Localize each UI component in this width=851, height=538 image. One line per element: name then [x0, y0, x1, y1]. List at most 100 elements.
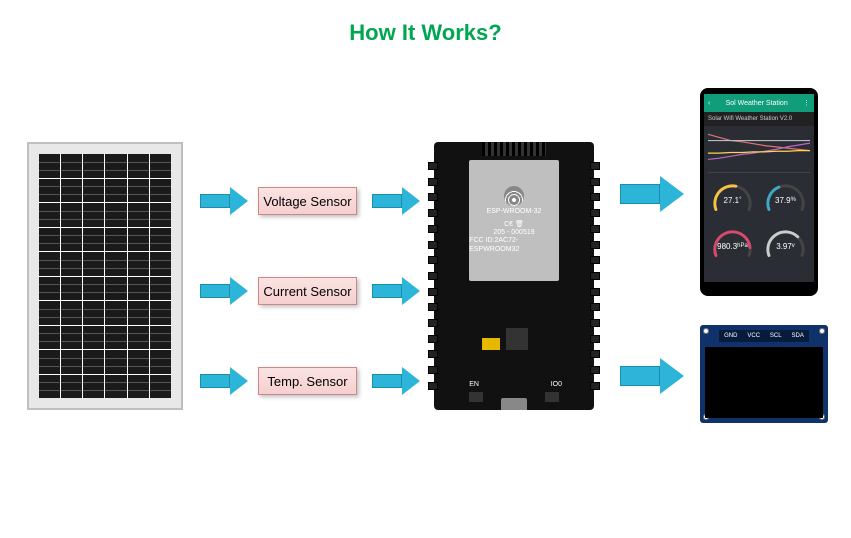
solar-cell — [83, 252, 104, 276]
solar-cell — [61, 154, 82, 178]
solar-cell — [83, 179, 104, 203]
gpio-pin — [590, 288, 600, 296]
solar-cell — [105, 375, 126, 399]
solar-cell — [150, 203, 171, 227]
esp32-shield: ESP-WROOM-32 C€ 🗑 205 - 000519 FCC ID:2A… — [469, 160, 559, 281]
solar-cell — [128, 154, 149, 178]
oled-pin-label: VCC — [747, 333, 760, 339]
solar-cell — [39, 326, 60, 350]
solar-cell — [150, 326, 171, 350]
gpio-pin — [428, 366, 438, 374]
gpio-pin — [428, 303, 438, 311]
arrow-icon — [200, 277, 248, 305]
solar-cell — [39, 179, 60, 203]
solar-cell-grid — [39, 154, 171, 398]
solar-cell — [128, 350, 149, 374]
arrow-icon — [620, 358, 684, 394]
solar-cell — [61, 301, 82, 325]
mount-hole — [819, 328, 825, 334]
solar-cell — [150, 154, 171, 178]
oled-module: GND VCC SCL SDA — [700, 325, 828, 423]
gpio-pin — [428, 382, 438, 390]
gpio-pin — [428, 288, 438, 296]
arrow-icon — [200, 367, 248, 395]
solar-cell — [128, 228, 149, 252]
solar-cell — [105, 350, 126, 374]
page-title: How It Works? — [0, 20, 851, 46]
oled-pin-label: GND — [724, 333, 737, 339]
solar-cell — [150, 179, 171, 203]
arrow-icon — [372, 187, 420, 215]
solar-cell — [39, 252, 60, 276]
esp32-cap — [482, 338, 500, 350]
arrow-icon — [372, 367, 420, 395]
gpio-pin — [590, 350, 600, 358]
solar-cell — [39, 228, 60, 252]
sensor-box: Temp. Sensor — [258, 367, 357, 395]
esp32-pins-right — [590, 162, 600, 390]
solar-cell — [61, 326, 82, 350]
solar-cell — [61, 277, 82, 301]
gpio-pin — [590, 209, 600, 217]
sensor-box: Current Sensor — [258, 277, 357, 305]
gpio-pin — [428, 350, 438, 358]
gpio-pin — [590, 366, 600, 374]
gpio-pin — [590, 193, 600, 201]
esp32-btn-io0-label: IO0 — [551, 381, 562, 388]
gpio-pin — [590, 256, 600, 264]
oled-pin-labels: GND VCC SCL SDA — [719, 330, 809, 342]
esp32-ic — [506, 328, 528, 350]
phone: ‹ Sol Weather Station ⋮ Solar Wifi Weath… — [700, 88, 818, 296]
solar-cell — [61, 350, 82, 374]
solar-cell — [83, 203, 104, 227]
solar-cell — [39, 154, 60, 178]
oled-pin-label: SCL — [770, 333, 782, 339]
gpio-pin — [590, 382, 600, 390]
esp32-btn-en-label: EN — [469, 381, 479, 388]
esp32-board: ESP-WROOM-32 C€ 🗑 205 - 000519 FCC ID:2A… — [434, 142, 594, 410]
solar-cell — [61, 228, 82, 252]
solar-cell — [83, 301, 104, 325]
gpio-pin — [428, 241, 438, 249]
arrow-icon — [620, 176, 684, 212]
phone-screen: ‹ Sol Weather Station ⋮ Solar Wifi Weath… — [704, 94, 814, 282]
gpio-pin — [590, 319, 600, 327]
solar-cell — [83, 350, 104, 374]
gpio-pin — [590, 303, 600, 311]
esp32-btn-en — [469, 392, 483, 402]
sensor-box: Voltage Sensor — [258, 187, 357, 215]
back-icon: ‹ — [708, 100, 710, 107]
phone-gauges: 27.1°37.9%980.3hPa3.97v — [704, 175, 814, 271]
phone-topbar-title: Sol Weather Station — [726, 100, 788, 107]
arrow-icon — [200, 187, 248, 215]
oled-pin-label: SDA — [791, 333, 803, 339]
solar-cell — [83, 277, 104, 301]
gpio-pin — [428, 209, 438, 217]
esp32-shield-label: ESP-WROOM-32 — [487, 208, 542, 216]
solar-cell — [105, 326, 126, 350]
solar-cell — [83, 154, 104, 178]
gpio-pin — [428, 193, 438, 201]
phone-topbar: ‹ Sol Weather Station ⋮ — [704, 94, 814, 112]
solar-cell — [39, 301, 60, 325]
gpio-pin — [590, 335, 600, 343]
solar-cell — [150, 375, 171, 399]
esp32-usb — [501, 398, 527, 410]
gauge: 3.97v — [761, 225, 810, 267]
solar-cell — [128, 203, 149, 227]
solar-cell — [83, 326, 104, 350]
solar-cell — [105, 203, 126, 227]
gpio-pin — [428, 225, 438, 233]
gpio-pin — [590, 241, 600, 249]
mount-hole — [703, 328, 709, 334]
gpio-pin — [428, 272, 438, 280]
esp32-fcc-id: FCC ID:2AC72-ESPWROOM32 — [469, 237, 559, 254]
solar-cell — [150, 277, 171, 301]
solar-cell — [128, 277, 149, 301]
solar-cell — [128, 301, 149, 325]
gpio-pin — [428, 162, 438, 170]
solar-cell — [128, 252, 149, 276]
gpio-pin — [428, 178, 438, 186]
solar-cell — [39, 350, 60, 374]
esp32-antenna — [482, 142, 546, 156]
